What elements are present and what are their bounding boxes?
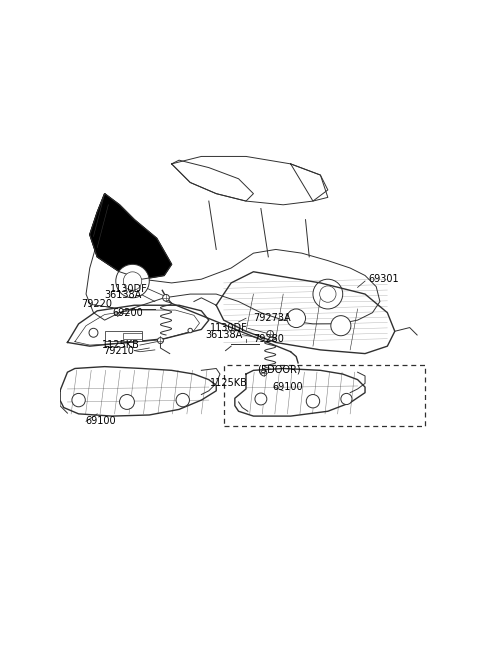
Circle shape bbox=[320, 286, 336, 302]
Circle shape bbox=[89, 328, 98, 337]
Polygon shape bbox=[90, 194, 172, 279]
Bar bbox=[105, 331, 142, 340]
Text: 36138A: 36138A bbox=[205, 329, 242, 340]
Circle shape bbox=[255, 393, 267, 405]
Bar bbox=[224, 365, 425, 426]
Circle shape bbox=[267, 331, 274, 337]
Text: 79210: 79210 bbox=[104, 346, 134, 356]
Text: 1130DF: 1130DF bbox=[109, 283, 147, 293]
Circle shape bbox=[313, 279, 343, 309]
Text: 79273A: 79273A bbox=[253, 314, 291, 323]
Text: 69301: 69301 bbox=[369, 274, 399, 284]
Circle shape bbox=[176, 394, 190, 407]
Text: 69100: 69100 bbox=[85, 417, 116, 426]
Polygon shape bbox=[216, 272, 395, 354]
Polygon shape bbox=[60, 367, 216, 416]
Text: 79220: 79220 bbox=[82, 300, 113, 310]
Text: 36138A: 36138A bbox=[105, 290, 142, 300]
Circle shape bbox=[72, 394, 85, 407]
Polygon shape bbox=[235, 369, 365, 416]
Text: 1125KB: 1125KB bbox=[210, 379, 248, 388]
Bar bbox=[123, 333, 142, 338]
Text: (5DOOR): (5DOOR) bbox=[257, 364, 301, 374]
Circle shape bbox=[120, 394, 134, 409]
Circle shape bbox=[157, 338, 163, 344]
Text: 1130DF: 1130DF bbox=[210, 323, 248, 333]
Text: 79280: 79280 bbox=[253, 334, 284, 344]
Circle shape bbox=[341, 394, 352, 405]
Circle shape bbox=[261, 370, 267, 376]
Text: 69200: 69200 bbox=[112, 308, 143, 318]
Circle shape bbox=[331, 316, 351, 336]
Circle shape bbox=[163, 295, 169, 301]
Text: 69100: 69100 bbox=[272, 382, 303, 392]
Circle shape bbox=[188, 328, 192, 333]
Text: 1125KB: 1125KB bbox=[102, 340, 140, 350]
Circle shape bbox=[287, 309, 306, 327]
Circle shape bbox=[306, 394, 320, 408]
Polygon shape bbox=[67, 305, 209, 346]
Circle shape bbox=[116, 264, 149, 298]
Circle shape bbox=[123, 272, 142, 290]
